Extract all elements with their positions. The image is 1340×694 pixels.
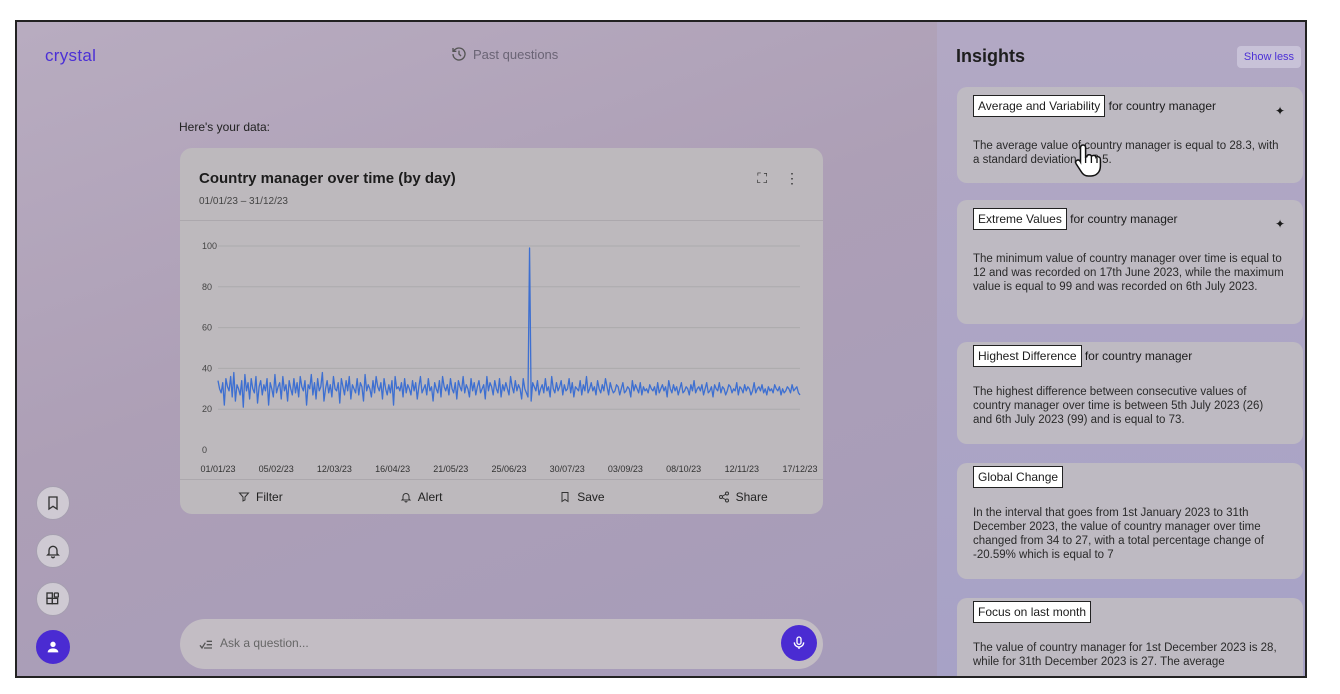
insight-body: The value of country manager for 1st Dec… [973, 642, 1277, 668]
bell-icon [400, 493, 411, 503]
y-tick-label: 100 [202, 241, 217, 251]
chart-title: Country manager over time (by day) [199, 170, 456, 187]
insight-body: In the interval that goes from 1st Janua… [973, 507, 1264, 561]
user-icon [47, 641, 59, 653]
insight-highlight: Focus on last month [973, 601, 1092, 623]
insight-highlight: Extreme Values [973, 208, 1067, 230]
user-profile-button[interactable] [36, 630, 70, 664]
x-tick-label: 17/12/23 [782, 464, 817, 474]
insight-title-rest: for country manager [1081, 349, 1193, 363]
dashboard-icon [46, 592, 59, 605]
x-tick-label: 05/02/23 [259, 464, 294, 474]
x-tick-label: 16/04/23 [375, 464, 410, 474]
insight-title: Highest Difference for country manager [973, 345, 1192, 367]
chart-actions: Filter Alert Save Share [180, 480, 823, 514]
insight-card[interactable]: Highest Difference for country manager T… [957, 342, 1303, 444]
line-chart: 0 20 40 60 80 100 01/01/23 05/02/23 12/03/23 16/0… [200, 241, 817, 474]
y-tick-label: 80 [202, 282, 212, 292]
question-list-icon [199, 640, 212, 650]
x-tick-label: 25/06/23 [491, 464, 526, 474]
share-label: Share [735, 490, 768, 504]
insight-card[interactable]: Global Change In the interval that goes … [957, 463, 1303, 579]
show-less-button[interactable]: Show less [1237, 46, 1301, 68]
intro-text: Here's your data: [179, 120, 271, 134]
dashboards-nav-button[interactable] [36, 582, 70, 616]
insight-title: Focus on last month [973, 601, 1092, 623]
filter-icon [238, 492, 250, 502]
insight-highlight: Average and Variability [973, 95, 1106, 117]
y-tick-label: 40 [202, 363, 212, 373]
insight-title: Global Change [973, 466, 1064, 488]
x-tick-label: 12/11/23 [725, 464, 759, 474]
series-line [217, 247, 801, 408]
share-icon [718, 491, 729, 503]
sparkle-icon[interactable]: ✦ [1274, 104, 1285, 118]
share-button[interactable]: Share [662, 480, 823, 514]
y-tick-label: 20 [202, 404, 212, 414]
insight-title-rest: for country manager [1066, 212, 1178, 226]
x-tick-label: 21/05/23 [433, 464, 468, 474]
insight-title: Average and Variability for country mana… [973, 95, 1216, 117]
x-tick-label: 08/10/23 [666, 464, 701, 474]
ask-bar: Ask a question... [180, 619, 823, 669]
x-tick-label: 03/09/23 [608, 464, 643, 474]
sparkle-icon[interactable]: ✦ [1274, 217, 1285, 231]
chart-date-range: 01/01/23 – 31/12/23 [199, 196, 288, 207]
y-tick-label: 0 [202, 445, 207, 455]
more-options-icon[interactable]: ⋮ [785, 170, 799, 186]
alert-button[interactable]: Alert [341, 480, 502, 514]
app-frame: crystal Past questions Here's your data:… [15, 20, 1307, 678]
bookmark-icon [561, 492, 569, 503]
save-label: Save [577, 490, 605, 504]
insight-title: Extreme Values for country manager [973, 208, 1178, 230]
filter-label: Filter [256, 490, 283, 504]
card-divider [180, 220, 823, 221]
alerts-nav-button[interactable] [36, 534, 70, 568]
microphone-button[interactable] [781, 625, 817, 661]
microphone-icon [793, 636, 805, 649]
ask-input[interactable]: Ask a question... [220, 636, 309, 650]
insight-highlight: Highest Difference [973, 345, 1082, 367]
insight-body: The minimum value of country manager ove… [973, 253, 1284, 293]
insight-body: The average value of country manager is … [973, 140, 1279, 166]
bell-icon [46, 545, 60, 559]
alert-label: Alert [417, 490, 443, 504]
past-questions-label: Past questions [473, 46, 559, 62]
bookmark-icon [48, 496, 58, 511]
filter-button[interactable]: Filter [180, 480, 341, 514]
app-logo[interactable]: crystal [45, 46, 97, 65]
insight-card[interactable]: Average and Variability for country mana… [957, 87, 1303, 183]
insight-body: The highest difference between consecuti… [973, 386, 1264, 426]
x-tick-label: 30/07/23 [550, 464, 585, 474]
save-button[interactable]: Save [502, 480, 663, 514]
insight-card[interactable]: Focus on last month The value of country… [957, 598, 1303, 676]
past-questions-button[interactable]: Past questions [451, 46, 558, 62]
y-tick-label: 60 [202, 323, 212, 333]
insight-highlight: Global Change [973, 466, 1064, 488]
chart-card: Country manager over time (by day) 01/01… [180, 148, 823, 514]
insight-title-rest: for country manager [1105, 99, 1217, 113]
pointer-hand-cursor [1074, 144, 1102, 177]
fullscreen-icon[interactable]: ⛶ [757, 170, 767, 186]
insight-card[interactable]: Extreme Values for country manager ✦ The… [957, 200, 1303, 324]
card-divider-bottom [180, 479, 823, 480]
x-tick-label: 01/01/23 [200, 464, 235, 474]
x-tick-label: 12/03/23 [317, 464, 352, 474]
insights-title: Insights [956, 46, 1026, 66]
saved-nav-button[interactable] [36, 486, 70, 520]
history-icon [452, 47, 466, 61]
